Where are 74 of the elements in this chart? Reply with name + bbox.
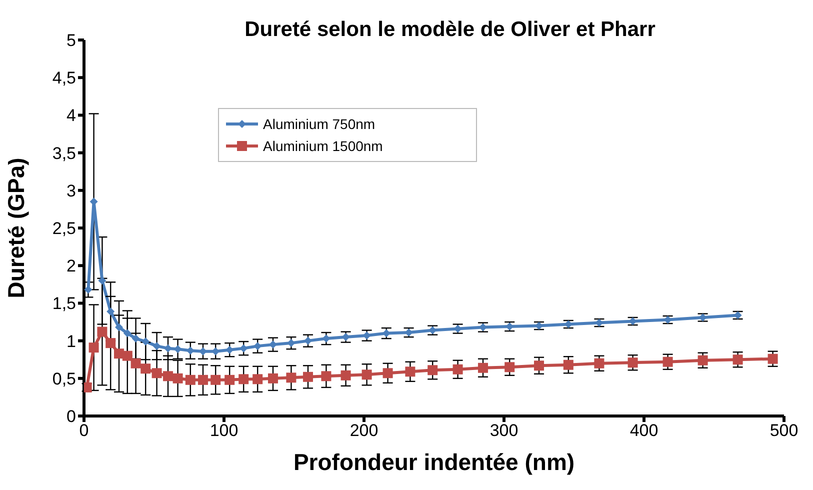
y-tick-label: 0	[66, 407, 76, 426]
point	[535, 322, 543, 330]
x-tick-label: 0	[79, 421, 89, 440]
point	[321, 371, 332, 382]
point	[163, 371, 173, 382]
point	[98, 276, 106, 285]
y-tick-label: 1	[66, 332, 76, 351]
point	[123, 329, 132, 338]
x-tick-label: 500	[770, 421, 798, 440]
point	[152, 342, 161, 350]
point	[224, 374, 235, 385]
point	[252, 374, 263, 384]
point	[84, 286, 92, 294]
point	[698, 355, 708, 366]
point	[304, 336, 312, 345]
point	[382, 368, 393, 378]
point	[186, 346, 194, 355]
point	[303, 372, 313, 382]
point	[340, 370, 351, 380]
point	[115, 323, 123, 332]
y-tick-label: 3,5	[52, 144, 76, 163]
point	[269, 340, 277, 349]
point	[198, 374, 208, 385]
point	[452, 364, 463, 374]
point	[768, 354, 778, 364]
point	[662, 356, 673, 367]
x-axis-title: Profondeur indentée (nm)	[293, 449, 575, 475]
y-tick-label: 4	[66, 106, 76, 126]
point	[142, 338, 150, 346]
point	[287, 339, 296, 348]
point	[174, 345, 182, 354]
point	[428, 365, 438, 376]
y-tick-label: 5	[66, 31, 76, 50]
point	[286, 372, 296, 383]
point	[172, 373, 183, 384]
y-tick-label: 3	[66, 181, 76, 200]
point	[185, 374, 196, 385]
point	[106, 338, 116, 348]
chart-title: Dureté selon le modèle de Oliver et Pharr	[244, 18, 656, 42]
point	[732, 354, 743, 365]
point	[362, 370, 372, 380]
point	[210, 374, 221, 385]
y-tick-label: 1,5	[52, 294, 76, 314]
point	[140, 364, 151, 374]
point	[97, 326, 108, 337]
point	[238, 374, 249, 384]
point	[199, 347, 207, 356]
y-tick-label: 4,5	[52, 68, 76, 88]
legend-label: Aluminium 750nm	[263, 116, 376, 132]
point	[88, 342, 99, 353]
y-tick-label: 2,5	[52, 219, 76, 238]
y-tick-label: 0,5	[52, 369, 76, 388]
point	[594, 358, 604, 368]
point	[152, 368, 162, 378]
point	[534, 360, 544, 371]
point	[240, 344, 248, 352]
point	[268, 373, 278, 384]
point	[628, 358, 638, 368]
point	[122, 350, 132, 361]
point	[405, 366, 416, 377]
point	[132, 334, 140, 343]
point	[164, 344, 172, 352]
x-tick-label: 300	[490, 421, 518, 440]
point	[563, 360, 574, 370]
x-tick-label: 400	[630, 421, 658, 440]
x-tick-label: 100	[210, 421, 238, 440]
point	[254, 342, 262, 350]
point	[106, 307, 115, 316]
y-tick-label: 2	[66, 256, 76, 276]
x-tick-label: 200	[350, 421, 378, 440]
point	[478, 362, 488, 373]
point	[504, 362, 515, 372]
point	[322, 334, 330, 343]
legend-label: Aluminium 1500nm	[263, 138, 383, 154]
